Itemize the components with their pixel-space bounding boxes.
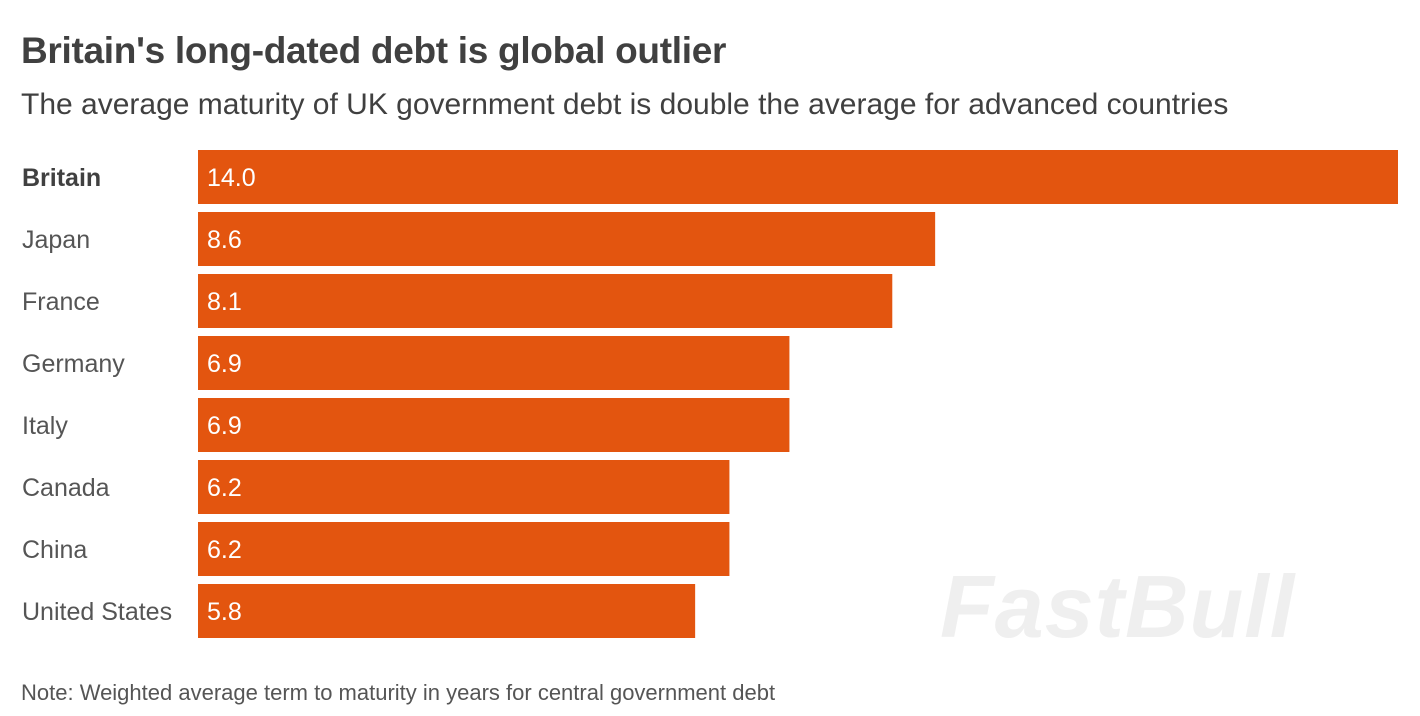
value-label-japan: 8.6 [207,226,242,254]
category-label-france: France [22,288,100,316]
value-label-italy: 6.9 [207,412,242,440]
category-label-canada: Canada [22,474,110,502]
bar-united-states [198,584,696,638]
bar-britain [198,150,1398,204]
value-label-united-states: 5.8 [207,598,242,626]
category-label-italy: Italy [22,412,68,440]
watermark-logo: FastBull [940,557,1296,656]
bar-china [198,522,730,576]
chart-note: Note: Weighted average term to maturity … [21,680,776,705]
bars-group: Britain 14.0 Japan 8.6 France 8.1 Germany 6.9 It… [22,150,1398,638]
value-label-france: 8.1 [207,288,242,316]
bar-germany [198,336,790,390]
category-label-britain: Britain [22,164,101,192]
category-label-germany: Germany [22,350,125,378]
bar-japan [198,212,936,266]
category-label-china: China [22,536,87,564]
value-label-canada: 6.2 [207,474,242,502]
category-label-japan: Japan [22,226,90,254]
bar-italy [198,398,790,452]
bar-canada [198,460,730,514]
chart-subtitle: The average maturity of UK government de… [21,88,1229,121]
value-label-britain: 14.0 [207,164,256,192]
category-label-united-states: United States [22,598,172,626]
value-label-china: 6.2 [207,536,242,564]
chart-title: Britain's long-dated debt is global outl… [21,30,727,71]
value-label-germany: 6.9 [207,350,242,378]
bar-france [198,274,893,328]
